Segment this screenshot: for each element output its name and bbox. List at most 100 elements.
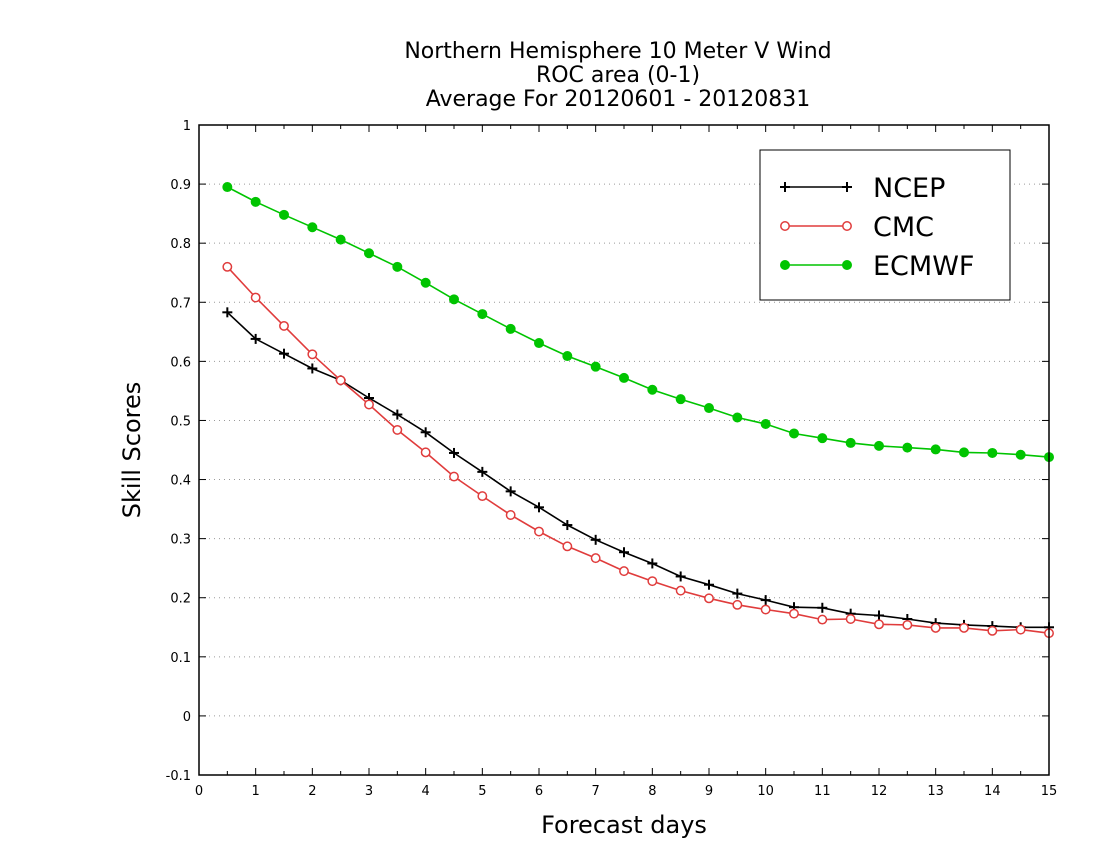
series-cmc [222,261,1054,639]
cmc-point [222,261,233,272]
y-tick-label: 0 [183,710,191,725]
series-ncep [222,307,1054,633]
cmc-point [675,585,686,596]
ecmwf-point [959,447,969,458]
x-tick-label: 0 [195,784,203,799]
ncep-point [562,520,573,531]
cmc-line [226,266,1050,634]
ecmwf-point [1015,449,1026,460]
y-tick-label: 1 [183,119,191,134]
y-tick-label: 0.1 [170,651,191,666]
chart-subtitle: ROC area (0-1) [536,63,700,88]
ncep-point [732,588,743,599]
ecmwf-point [307,222,318,233]
legend-item-ecmwf: ECMWF [780,251,974,282]
ecmwf-point [534,338,544,349]
cmc-point [562,541,573,552]
ncep-point [675,571,686,582]
x-tick-label: 2 [308,784,316,799]
y-axis-label: Skill Scores [118,382,146,519]
ecmwf-point [364,248,374,259]
x-tick-label: 8 [648,784,656,799]
x-tick-label: 10 [757,784,774,799]
cmc-point [420,447,431,458]
x-tick-label: 11 [814,784,831,799]
ecmwf-point [760,419,771,429]
ncep-point [250,333,261,344]
ncep-point [279,348,289,359]
cmc-point [307,349,318,360]
cmc-point [364,399,374,410]
legend-label: ECMWF [873,251,974,282]
ncep-point [505,486,516,497]
x-tick-label: 15 [1041,784,1058,799]
ecmwf-point [732,412,743,423]
ecmwf-point [675,394,686,405]
legend-marker [780,260,790,270]
ecmwf-point [789,428,799,439]
ecmwf-point [874,440,884,451]
ncep-point [760,595,771,606]
legend-marker [780,221,790,231]
ncep-point [590,534,601,545]
cmc-point [619,566,629,577]
ncep-point [477,466,488,477]
ecmwf-point [392,261,403,272]
x-tick-label: 9 [705,784,713,799]
cmc-point [279,320,289,331]
y-tick-label: 0.2 [170,592,191,607]
cmc-point [874,619,884,630]
cmc-point [930,622,941,633]
legend: NCEP CMC ECMWF [759,149,1011,301]
chart-title: Northern Hemisphere 10 Meter V Wind [404,39,831,64]
ncep-point [647,558,658,569]
ecmwf-point [902,442,913,453]
ecmwf-point [704,403,714,414]
ecmwf-point [420,277,431,288]
y-tick-label: 0.5 [170,414,191,429]
series-ecmwf [222,182,1054,463]
x-tick-label: 1 [252,784,260,799]
ecmwf-point [647,384,658,395]
legend-marker [780,182,790,192]
ecmwf-point [817,433,828,444]
y-tick-label: 0.3 [170,533,191,548]
x-tick-label: 3 [365,784,373,799]
cmc-point [534,526,544,537]
y-tick-label: -0.1 [166,769,191,784]
legend-item-ncep: NCEP [780,173,945,204]
axes: -0.100.10.20.30.40.50.60.70.80.910 1 2 3 4 5 6… [166,119,1058,799]
x-tick-label: 12 [871,784,888,799]
y-tick-label: 0.7 [170,296,191,311]
ecmwf-point [250,196,261,207]
cmc-point [789,608,799,619]
cmc-point [505,510,516,520]
cmc-point [817,614,828,625]
y-tick-label: 0.4 [170,474,191,489]
ncep-point [222,307,233,318]
ncep-point [619,547,629,558]
ncep-point [449,447,459,458]
ecmwf-point [505,323,516,334]
chart-subtitle-period: Average For 20120601 - 20120831 [426,87,811,112]
cmc-point [590,553,601,564]
ecmwf-point [477,309,488,320]
ncep-point [534,502,544,513]
data-series [222,182,1054,639]
ecmwf-point [279,209,289,220]
x-tick-label: 5 [478,784,486,799]
gridlines [199,183,1049,717]
ecmwf-point [335,234,346,245]
cmc-point [335,375,346,386]
legend-label: CMC [873,212,934,243]
cmc-point [987,625,998,636]
x-axis-label: Forecast days [541,811,707,839]
ecmwf-point [930,444,941,455]
y-tick-label: 0.8 [170,237,191,252]
cmc-point [845,614,856,624]
legend-marker [842,182,852,192]
ncep-point [420,427,431,438]
cmc-point [477,491,488,502]
ecmwf-point [449,294,459,305]
